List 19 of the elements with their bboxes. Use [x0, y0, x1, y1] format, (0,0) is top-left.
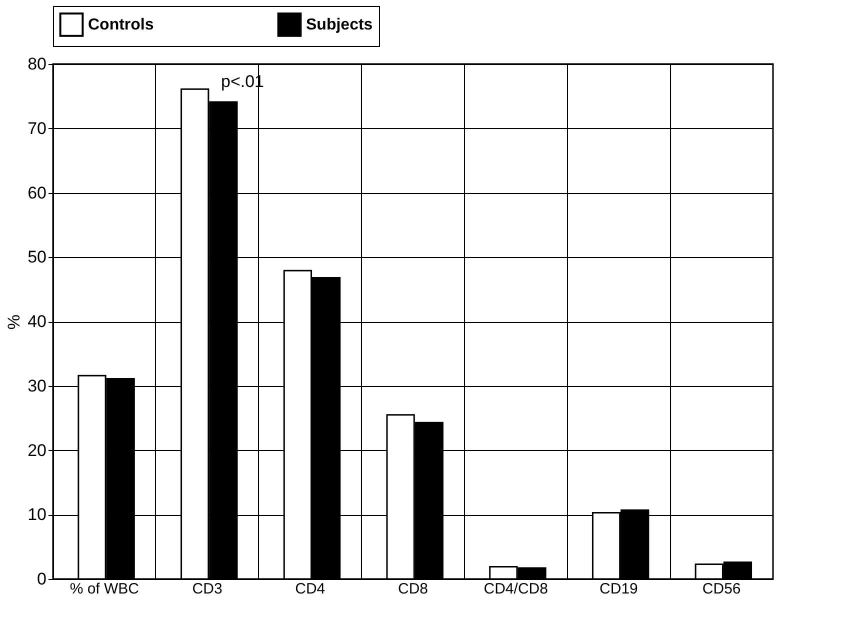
x-tick-label: % of WBC	[70, 580, 140, 598]
y-tick-label: 60	[28, 183, 46, 202]
y-tick-label: 50	[28, 248, 46, 267]
y-tick-label: 80	[28, 54, 46, 74]
y-tick-label: 10	[28, 505, 46, 524]
legend-label: Subjects	[306, 16, 373, 34]
y-tick-label: 20	[28, 440, 46, 460]
y-axis-title: %	[4, 314, 24, 330]
y-tick-label: 40	[28, 312, 46, 331]
x-tick-label: CD4/CD8	[484, 580, 548, 598]
x-tick-label: CD4	[295, 580, 326, 598]
y-tick-label: 70	[28, 118, 46, 138]
y-tick-label: 30	[28, 376, 46, 396]
legend-label: Controls	[88, 16, 154, 34]
y-tick-label: 0	[37, 570, 46, 588]
x-tick-label: CD19	[600, 580, 638, 598]
x-tick-label: CD8	[398, 580, 428, 598]
x-tick-label: CD56	[702, 580, 741, 598]
x-tick-label: CD3	[192, 580, 222, 598]
